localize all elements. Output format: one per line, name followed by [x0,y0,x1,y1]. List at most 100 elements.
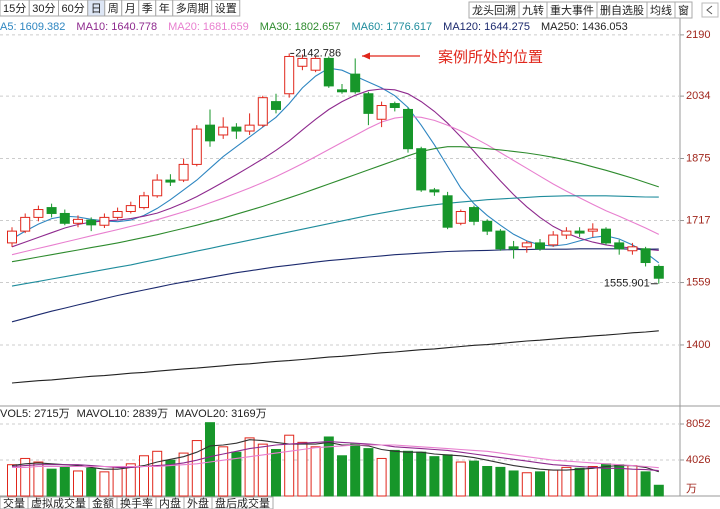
volume-bar [416,451,427,497]
collapse-button[interactable] [701,2,719,18]
candle-body [350,73,361,93]
legend-entry: MA250: 1436.053 [541,21,628,33]
volume-bar [152,450,163,497]
candle-body [403,108,413,150]
volume-bar [297,441,308,497]
tab-label[interactable]: 重大事件 [550,3,594,17]
candle-body [482,220,493,232]
arrow-head [362,52,370,60]
legend-name: MA120: [443,21,481,33]
volume-bar [350,443,361,497]
legend-unit: 万 [157,408,168,420]
tab-label[interactable]: 多周期 [176,1,209,15]
candle-body [548,234,559,246]
candle-body [574,230,585,234]
volume-bar [99,471,110,497]
volume-bar [7,464,17,497]
volume-bar [653,484,664,497]
tab-label[interactable]: 外盘 [187,496,209,509]
legend-value: 1776.617 [386,21,432,33]
tab-label[interactable]: 年 [159,1,170,15]
volume-bar [627,465,638,497]
annotation: 案例所处的位置 [438,48,543,66]
candle-body [125,205,136,213]
volume-unit: 万 [686,483,697,495]
tab-label[interactable]: 虚拟成交量 [31,496,86,509]
tab-label[interactable]: 60分 [62,2,85,15]
tab-label[interactable]: 日 [91,3,102,15]
candle-body [112,211,123,218]
candle-body [46,207,57,214]
candle-body [284,55,295,95]
candle-body [442,195,453,228]
volume-bar [521,472,532,497]
ma-line [11,88,659,251]
candle-body [99,216,110,226]
tab-label[interactable]: 30分 [32,2,55,15]
tab-label[interactable]: 月 [125,3,136,15]
volume-bar [482,465,493,497]
volume-bar [535,471,545,497]
candle-body [561,230,572,236]
tab[interactable] [211,0,241,17]
legend-name: MA20: [168,21,200,33]
tab-label[interactable]: 金额 [92,496,114,509]
legend-name: MAVOL10: [77,408,130,420]
candle-body [455,211,466,224]
volume-bar [614,464,625,497]
y-tick-label: 1875 [686,152,710,164]
tab-label[interactable]: 内盘 [159,496,181,509]
tab[interactable] [211,496,274,509]
y-tick-label: 8052 [686,418,710,430]
tab-label[interactable]: 周 [108,2,119,15]
tab-label[interactable]: 交量 [3,496,25,509]
tab-label[interactable]: 删自选股 [600,4,644,17]
candle-body [231,126,242,132]
tab[interactable] [674,1,693,19]
tab-label[interactable]: 均线 [650,3,672,17]
y-tick-label: 1717 [686,214,710,226]
candle-body [205,124,215,142]
volume-bar [257,443,268,497]
candle-body [139,195,149,209]
tab-label[interactable]: 设置 [215,2,237,15]
candle-body [389,103,400,108]
volume-bar [191,440,202,497]
tab-label[interactable]: 盘后成交量 [215,496,270,509]
volume-bar [139,455,149,497]
tab-label[interactable]: 换手率 [120,496,153,509]
candle-body [297,57,308,67]
legend-name: MAVOL20: [175,408,228,420]
volume-bar [73,470,83,497]
tab-label[interactable]: 龙头回溯 [472,4,516,17]
legend-entry: A5: 1609.382 [0,21,65,33]
volume-bar [574,467,585,497]
volume-bar [86,467,97,497]
candle-body [535,242,545,250]
high-label: 2142.786 [295,47,341,59]
candle-body [337,89,347,93]
volume-bar [165,459,176,497]
legend-entry: MA10: 1640.778 [76,21,157,33]
legend-entry: MA20: 1681.659 [168,21,249,33]
candle-body [587,228,598,232]
tab-label[interactable]: 季 [142,2,153,15]
legend-entry: MA30: 1802.657 [260,21,341,33]
candle-body [310,57,321,71]
legend-name: A5: [0,21,17,33]
ma-line [11,330,659,384]
legend-value: 3169 [231,408,255,420]
tab-label[interactable]: 九转 [522,3,544,17]
candle-body [218,126,229,136]
legend-value: 1436.053 [582,21,628,33]
candle-body [7,230,17,244]
tab-label[interactable]: 窗 [678,3,689,17]
tab-label[interactable]: 15分 [3,2,26,15]
volume-bar [376,457,387,497]
y-tick-label: 1559 [686,276,710,288]
volume-bar [548,469,559,497]
volume-bar [337,455,347,497]
volume-bar [561,466,572,497]
legend-unit: 万 [59,408,70,420]
